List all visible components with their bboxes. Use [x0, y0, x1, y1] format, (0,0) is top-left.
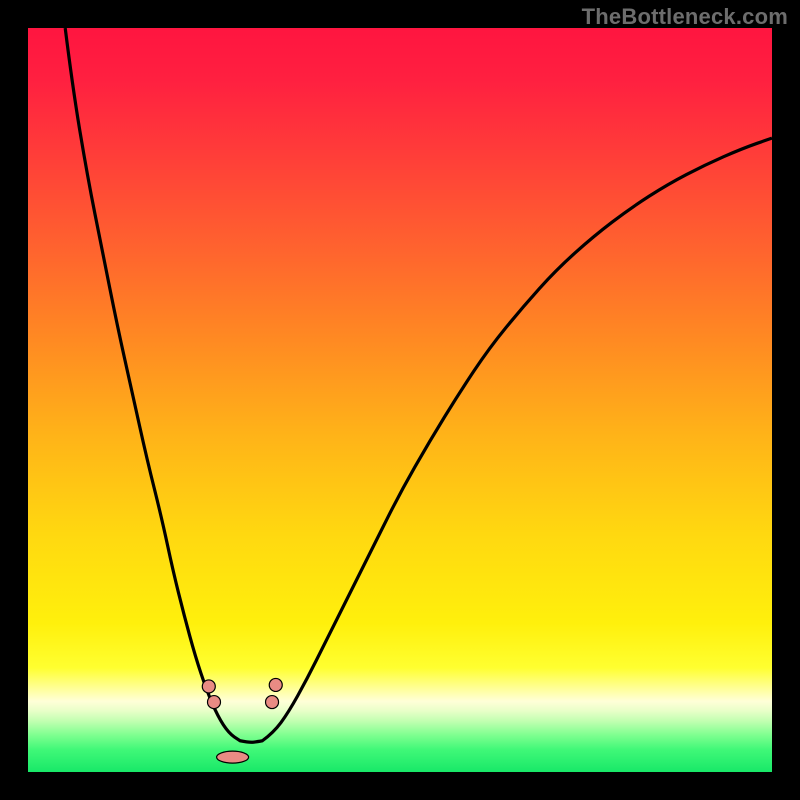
watermark-label: TheBottleneck.com	[582, 4, 788, 30]
marker-lozenge-bottom	[217, 751, 249, 763]
marker-dot	[208, 696, 221, 709]
marker-pair-left	[202, 680, 220, 709]
plot-area	[28, 28, 772, 772]
curve-layer	[28, 28, 772, 772]
v-curve	[65, 28, 772, 742]
marker-dot	[266, 696, 279, 709]
marker-dot	[202, 680, 215, 693]
marker-pair-right	[266, 678, 283, 708]
marker-dot	[269, 678, 282, 691]
chart-frame: TheBottleneck.com	[0, 0, 800, 800]
